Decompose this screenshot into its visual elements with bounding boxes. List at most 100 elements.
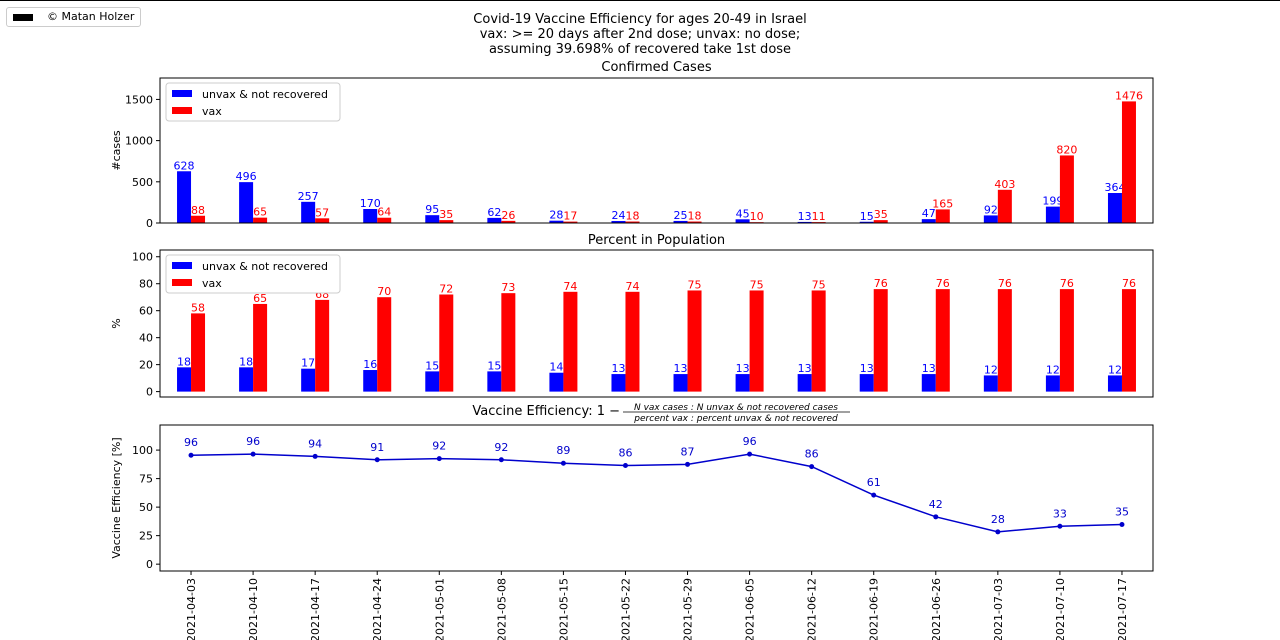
unvax-bar-label: 13 bbox=[922, 362, 936, 375]
vax-bar bbox=[191, 313, 206, 392]
vax-bar-label: 26 bbox=[501, 209, 515, 222]
panel-title: Confirmed Cases bbox=[601, 60, 711, 75]
y-tick-label: 0 bbox=[146, 217, 153, 230]
efficiency-point-label: 86 bbox=[805, 448, 819, 461]
vax-bar-label: 18 bbox=[688, 210, 702, 223]
efficiency-point bbox=[685, 461, 691, 467]
unvax-bar bbox=[1045, 206, 1060, 223]
unvax-bar-label: 199 bbox=[1042, 195, 1063, 208]
efficiency-point-label: 91 bbox=[370, 441, 384, 454]
vax-bar-label: 76 bbox=[1060, 277, 1074, 290]
unvax-bar-label: 496 bbox=[236, 170, 257, 183]
vax-bar-label: 1476 bbox=[1115, 89, 1143, 102]
vax-bar-label: 75 bbox=[750, 278, 764, 291]
vax-bar-label: 64 bbox=[377, 206, 391, 219]
efficiency-point bbox=[498, 457, 504, 463]
vax-bar bbox=[749, 290, 764, 392]
vax-bar-label: 18 bbox=[625, 210, 639, 223]
x-tick-label: 2021-07-17 bbox=[1116, 578, 1129, 640]
x-tick-label: 2021-06-26 bbox=[930, 578, 943, 640]
unvax-bar-label: 170 bbox=[360, 197, 381, 210]
legend-box bbox=[165, 82, 341, 122]
unvax-bar bbox=[301, 368, 316, 392]
panel-title-denominator: percent vax : percent unvax & not recove… bbox=[633, 414, 838, 424]
unvax-bar bbox=[859, 374, 874, 392]
unvax-bar-label: 18 bbox=[239, 355, 253, 368]
vax-bar bbox=[935, 209, 950, 223]
vax-bar bbox=[625, 291, 640, 392]
y-axis-label: Vaccine Efficiency [%] bbox=[110, 437, 123, 558]
unvax-bar bbox=[611, 374, 626, 392]
efficiency-point-label: 86 bbox=[618, 446, 632, 459]
vax-bar-label: 88 bbox=[191, 204, 205, 217]
y-tick-label: 100 bbox=[132, 444, 153, 457]
unvax-bar bbox=[797, 374, 812, 392]
unvax-bar-label: 18 bbox=[177, 355, 191, 368]
legend-swatch-unvax bbox=[172, 90, 192, 97]
vax-bar bbox=[625, 221, 640, 223]
vax-bar bbox=[439, 294, 454, 392]
y-tick-label: 50 bbox=[139, 501, 153, 514]
unvax-bar-label: 95 bbox=[425, 203, 439, 216]
legend-label-vax: vax bbox=[202, 277, 222, 290]
unvax-bar-label: 15 bbox=[487, 359, 501, 372]
efficiency-point bbox=[436, 456, 442, 462]
efficiency-point-label: 61 bbox=[867, 476, 881, 489]
figure-title-line-3: assuming 39.698% of recovered take 1st d… bbox=[489, 42, 791, 57]
vax-bar bbox=[687, 221, 702, 223]
vax-bar bbox=[315, 299, 330, 392]
vax-bar bbox=[1121, 101, 1136, 223]
vax-bar-label: 57 bbox=[315, 206, 329, 219]
unvax-bar-label: 14 bbox=[549, 361, 563, 374]
efficiency-point bbox=[995, 529, 1001, 535]
vax-bar bbox=[315, 218, 330, 223]
efficiency-point bbox=[250, 451, 256, 457]
x-tick-label: 2021-07-03 bbox=[992, 578, 1005, 640]
efficiency-point-label: 28 bbox=[991, 513, 1005, 526]
unvax-bar-label: 364 bbox=[1104, 181, 1125, 194]
efficiency-point bbox=[374, 457, 380, 463]
unvax-bar bbox=[735, 374, 750, 392]
efficiency-point-label: 96 bbox=[184, 436, 198, 449]
panel-title: Vaccine Efficiency: 1 − bbox=[472, 404, 620, 419]
efficiency-point-label: 96 bbox=[246, 435, 260, 448]
vax-bar-label: 74 bbox=[563, 280, 577, 293]
unvax-bar bbox=[921, 219, 936, 223]
figure-title-line-1: Covid-19 Vaccine Efficiency for ages 20-… bbox=[473, 12, 806, 27]
panel-title-numerator: N vax cases : N unvax & not recovered ca… bbox=[634, 403, 838, 413]
x-tick-label: 2021-04-24 bbox=[371, 578, 384, 640]
unvax-bar-label: 628 bbox=[174, 159, 195, 172]
x-tick-label: 2021-04-10 bbox=[247, 578, 260, 640]
unvax-bar bbox=[735, 219, 750, 223]
vax-bar-label: 58 bbox=[191, 301, 205, 314]
unvax-bar-label: 15 bbox=[425, 359, 439, 372]
credit-box: © Matan Holzer bbox=[6, 7, 142, 27]
unvax-bar-label: 28 bbox=[549, 209, 563, 222]
y-tick-label: 0 bbox=[146, 558, 153, 571]
vax-bar-label: 75 bbox=[688, 278, 702, 291]
unvax-bar bbox=[177, 367, 192, 392]
panel-title: Percent in Population bbox=[588, 233, 725, 248]
y-tick-label: 1000 bbox=[125, 135, 153, 148]
vax-bar bbox=[997, 189, 1012, 223]
vax-bar bbox=[687, 290, 702, 392]
legend-label-unvax: unvax & not recovered bbox=[202, 88, 328, 101]
unvax-bar bbox=[673, 374, 688, 392]
efficiency-point-label: 87 bbox=[681, 445, 695, 458]
vax-bar bbox=[1059, 155, 1074, 223]
unvax-bar bbox=[425, 371, 440, 392]
vax-bar bbox=[1059, 289, 1074, 392]
plot-frame bbox=[159, 77, 1154, 224]
unvax-bar-label: 62 bbox=[487, 206, 501, 219]
credit-legend-swatch bbox=[13, 13, 33, 21]
unvax-bar-label: 24 bbox=[611, 209, 625, 222]
vax-bar bbox=[439, 220, 454, 223]
unvax-bar-label: 13 bbox=[798, 362, 812, 375]
efficiency-point-label: 42 bbox=[929, 498, 943, 511]
x-tick-label: 2021-05-29 bbox=[682, 578, 695, 640]
percent-panel: Percent in Population 0 20 40 60 80 100% 18 18 17… bbox=[110, 233, 1154, 399]
vax-bar-label: 403 bbox=[994, 178, 1015, 191]
unvax-bar bbox=[363, 208, 378, 223]
vax-bar-label: 74 bbox=[625, 280, 639, 293]
efficiency-point bbox=[871, 492, 877, 498]
